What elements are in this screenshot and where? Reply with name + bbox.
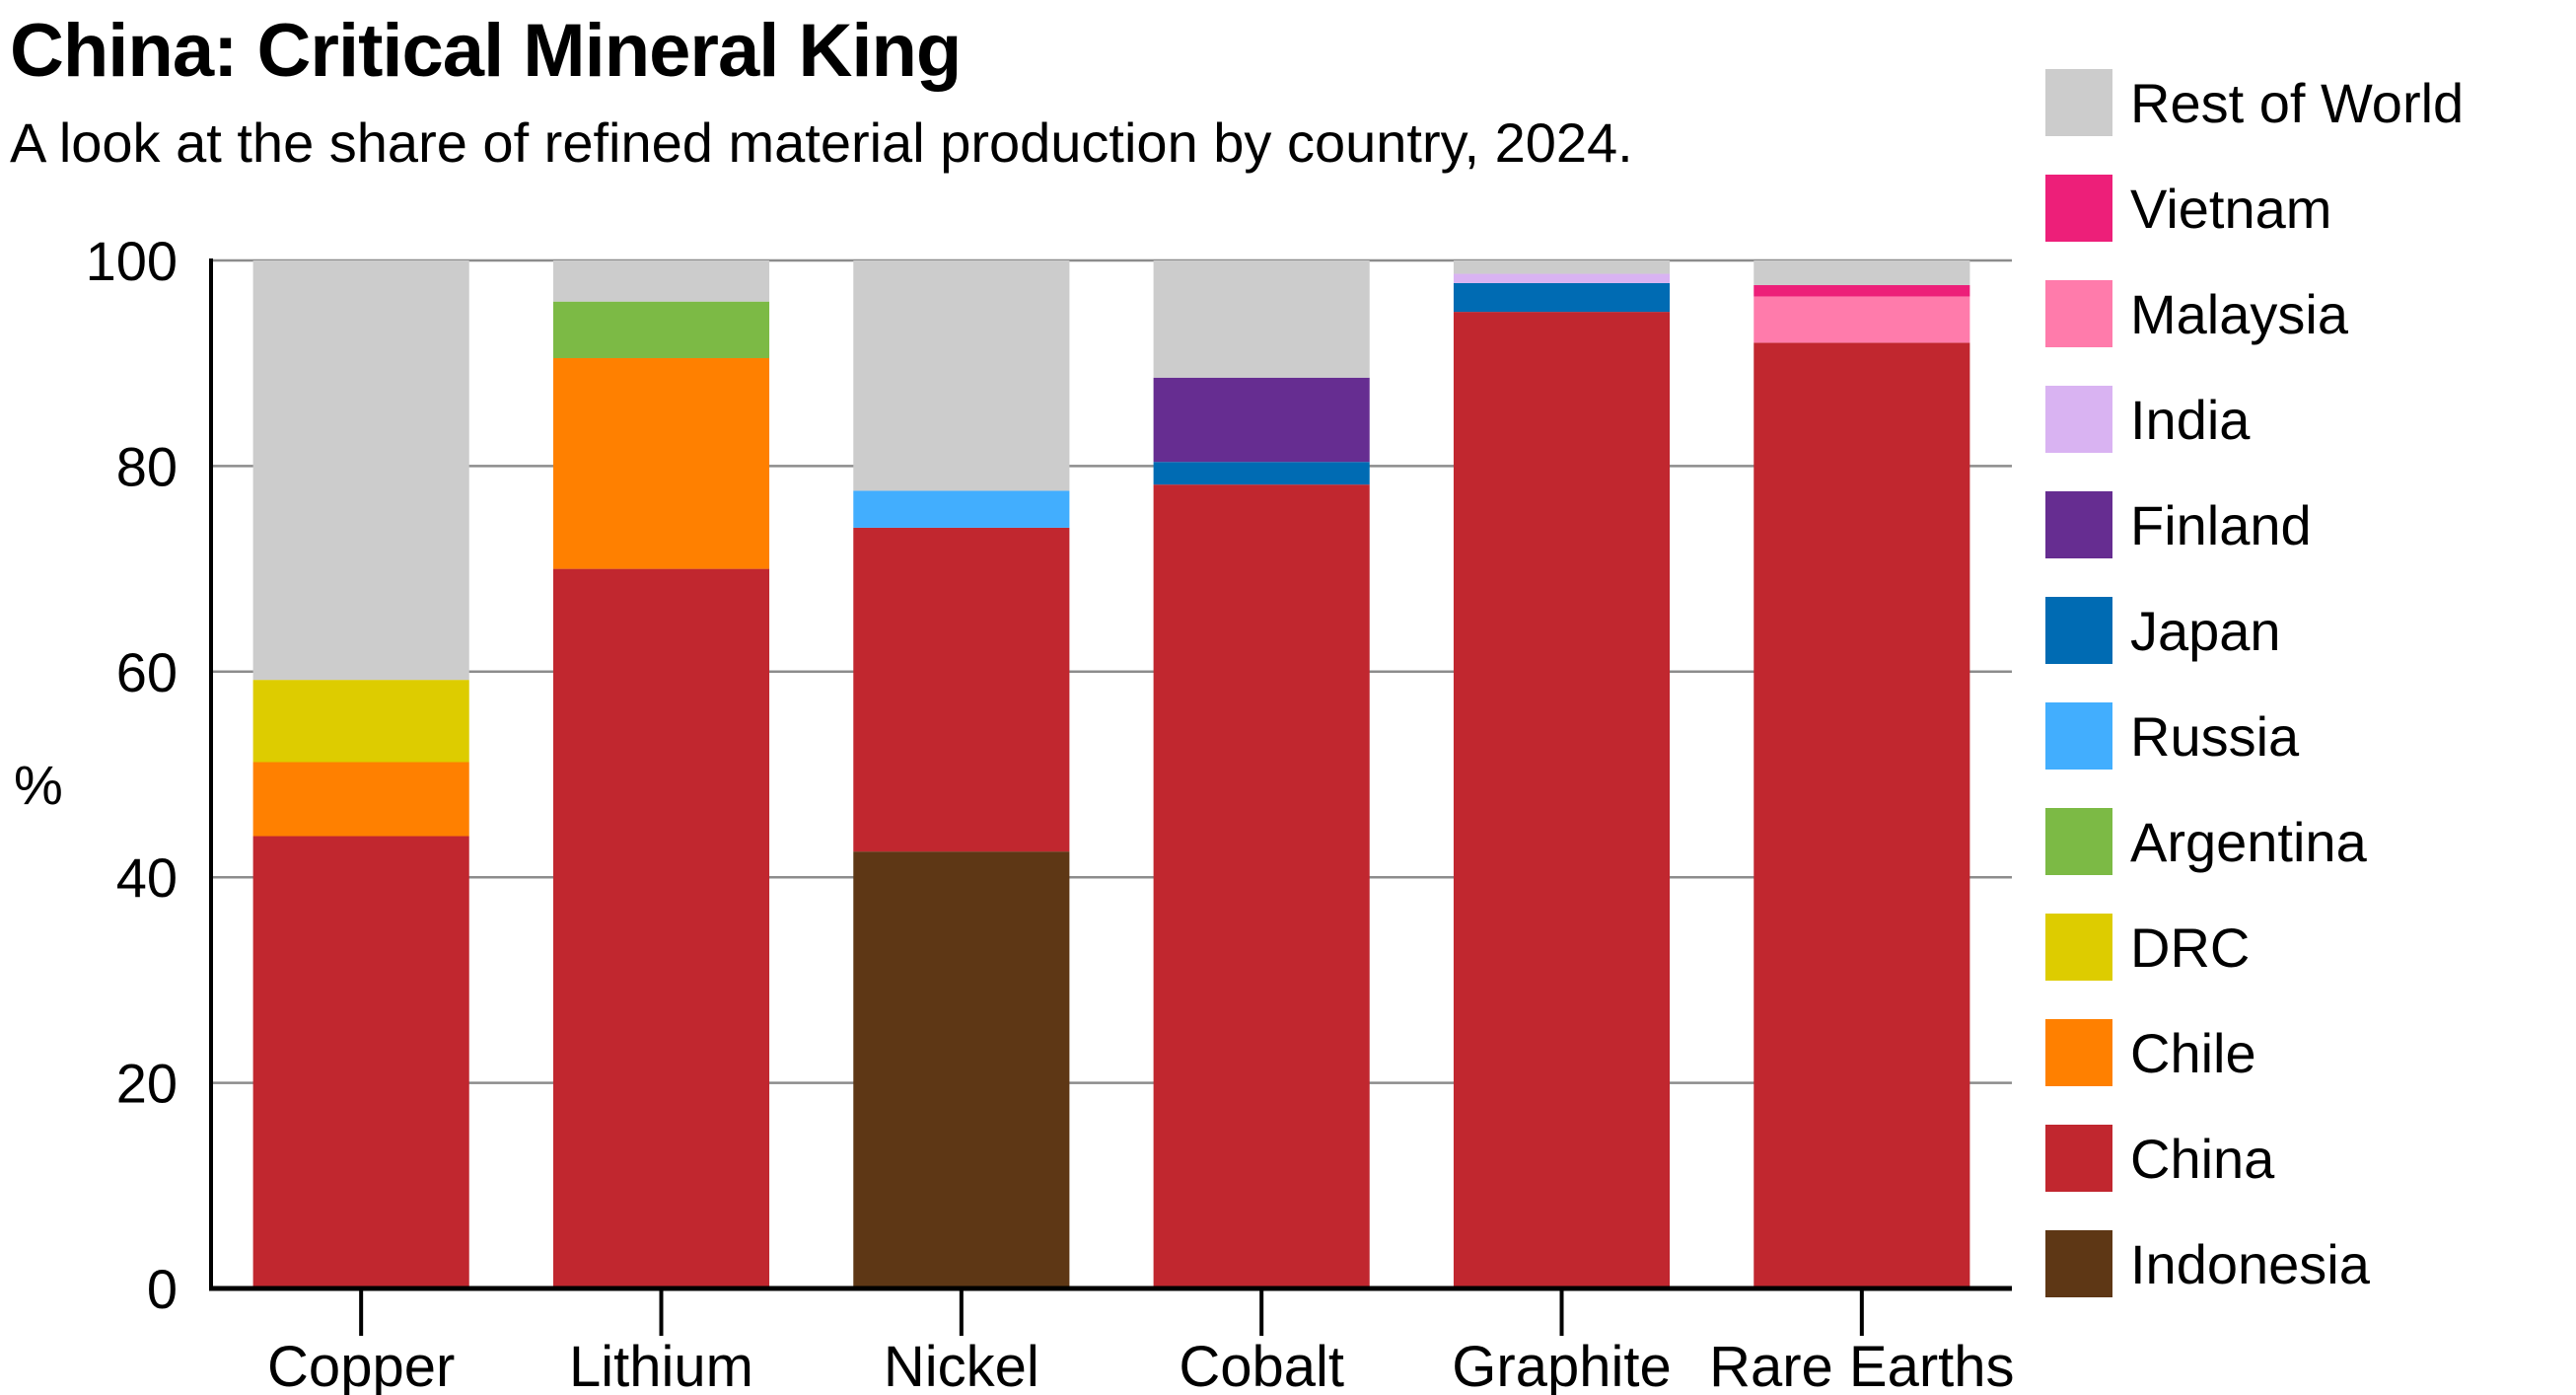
bar-segment-cobalt-china	[1153, 484, 1370, 1288]
chart-title: China: Critical Mineral King	[10, 9, 962, 93]
legend-item-india: India	[2045, 386, 2251, 453]
x-tick-label: Copper	[267, 1335, 455, 1395]
y-tick-label: 0	[147, 1258, 178, 1320]
x-tick-labels: Copper Lithium Nickel Cobalt Graphite Rare Ea…	[267, 1288, 2015, 1395]
x-tick-label: Graphite	[1452, 1335, 1671, 1395]
x-tick-label: Nickel	[884, 1335, 1039, 1395]
legend-label: Malaysia	[2130, 283, 2349, 345]
legend-swatch	[2045, 1125, 2112, 1192]
gridlines	[211, 258, 2012, 1084]
bar-segment-nickel-russia	[853, 490, 1070, 528]
bars	[252, 260, 1970, 1289]
y-tick-label: 100	[86, 230, 178, 292]
legend-label: Japan	[2130, 600, 2281, 662]
legend-swatch	[2045, 702, 2112, 770]
legend-label: Indonesia	[2130, 1233, 2371, 1295]
bar-segment-nickel-rest-of-world	[853, 260, 1070, 491]
bar-segment-cobalt-finland	[1153, 377, 1370, 463]
legend-item-rest-of-world: Rest of World	[2045, 69, 2464, 136]
legend-swatch	[2045, 1230, 2112, 1297]
legend-swatch	[2045, 914, 2112, 981]
y-tick-labels: 0 20 40 60 80 100	[86, 230, 178, 1320]
bar-segment-copper-drc	[252, 680, 469, 763]
legend-label: China	[2130, 1128, 2275, 1190]
legend-label: Chile	[2130, 1022, 2256, 1084]
legend-swatch	[2045, 386, 2112, 453]
legend-item-japan: Japan	[2045, 597, 2281, 664]
bar-segment-lithium-argentina	[552, 301, 770, 358]
bar-segment-rare-earths-vietnam	[1753, 285, 1970, 297]
legend-label: India	[2130, 389, 2251, 451]
legend-item-argentina: Argentina	[2045, 808, 2368, 875]
bar-segment-rare-earths-rest-of-world	[1753, 260, 1970, 286]
bar-segment-graphite-japan	[1453, 282, 1671, 313]
legend-label: Russia	[2130, 705, 2300, 768]
bar-segment-rare-earths-china	[1753, 342, 1970, 1288]
bar-segment-cobalt-rest-of-world	[1153, 260, 1370, 378]
legend-item-malaysia: Malaysia	[2045, 280, 2349, 347]
bar-segment-nickel-indonesia	[853, 851, 1070, 1288]
legend-item-russia: Russia	[2045, 702, 2300, 770]
bar-segment-rare-earths-malaysia	[1753, 296, 1970, 343]
y-tick-label: 60	[116, 641, 178, 703]
bar-segment-graphite-china	[1453, 312, 1671, 1289]
legend-swatch	[2045, 175, 2112, 242]
bar-segment-copper-china	[252, 836, 469, 1288]
bar-segment-lithium-chile	[552, 357, 770, 569]
y-tick-label: 40	[116, 846, 178, 909]
legend-item-chile: Chile	[2045, 1019, 2256, 1086]
axes	[209, 258, 2012, 1291]
legend-item-china: China	[2045, 1125, 2275, 1192]
legend-swatch	[2045, 491, 2112, 558]
legend-swatch	[2045, 1019, 2112, 1086]
bar-segment-cobalt-japan	[1153, 462, 1370, 485]
bar-segment-graphite-rest-of-world	[1453, 260, 1671, 274]
legend-item-drc: DRC	[2045, 914, 2250, 981]
legend-label: Vietnam	[2130, 178, 2331, 240]
y-tick-label: 20	[116, 1053, 178, 1115]
x-tick-label: Rare Earths	[1709, 1335, 2014, 1395]
bar-segment-graphite-india	[1453, 273, 1671, 283]
legend-swatch	[2045, 69, 2112, 136]
legend-label: Finland	[2130, 494, 2312, 556]
bar-segment-copper-rest-of-world	[252, 260, 469, 681]
chart-subtitle: A look at the share of refined material …	[10, 111, 1633, 174]
legend-label: Rest of World	[2130, 72, 2464, 134]
bar-segment-copper-chile	[252, 762, 469, 837]
x-tick-label: Cobalt	[1179, 1335, 1344, 1395]
legend-swatch	[2045, 597, 2112, 664]
legend-item-finland: Finland	[2045, 491, 2312, 558]
y-axis-label: %	[14, 754, 63, 816]
legend-item-vietnam: Vietnam	[2045, 175, 2331, 242]
legend: Rest of World Vietnam Malaysia India Finland…	[2045, 69, 2464, 1297]
bar-segment-nickel-china	[853, 527, 1070, 852]
y-tick-label: 80	[116, 435, 178, 497]
legend-item-indonesia: Indonesia	[2045, 1230, 2371, 1297]
legend-label: Argentina	[2130, 811, 2368, 873]
legend-label: DRC	[2130, 917, 2250, 979]
legend-swatch	[2045, 808, 2112, 875]
legend-swatch	[2045, 280, 2112, 347]
x-tick-label: Lithium	[569, 1335, 753, 1395]
bar-segment-lithium-china	[552, 568, 770, 1288]
bar-segment-lithium-rest-of-world	[552, 260, 770, 302]
